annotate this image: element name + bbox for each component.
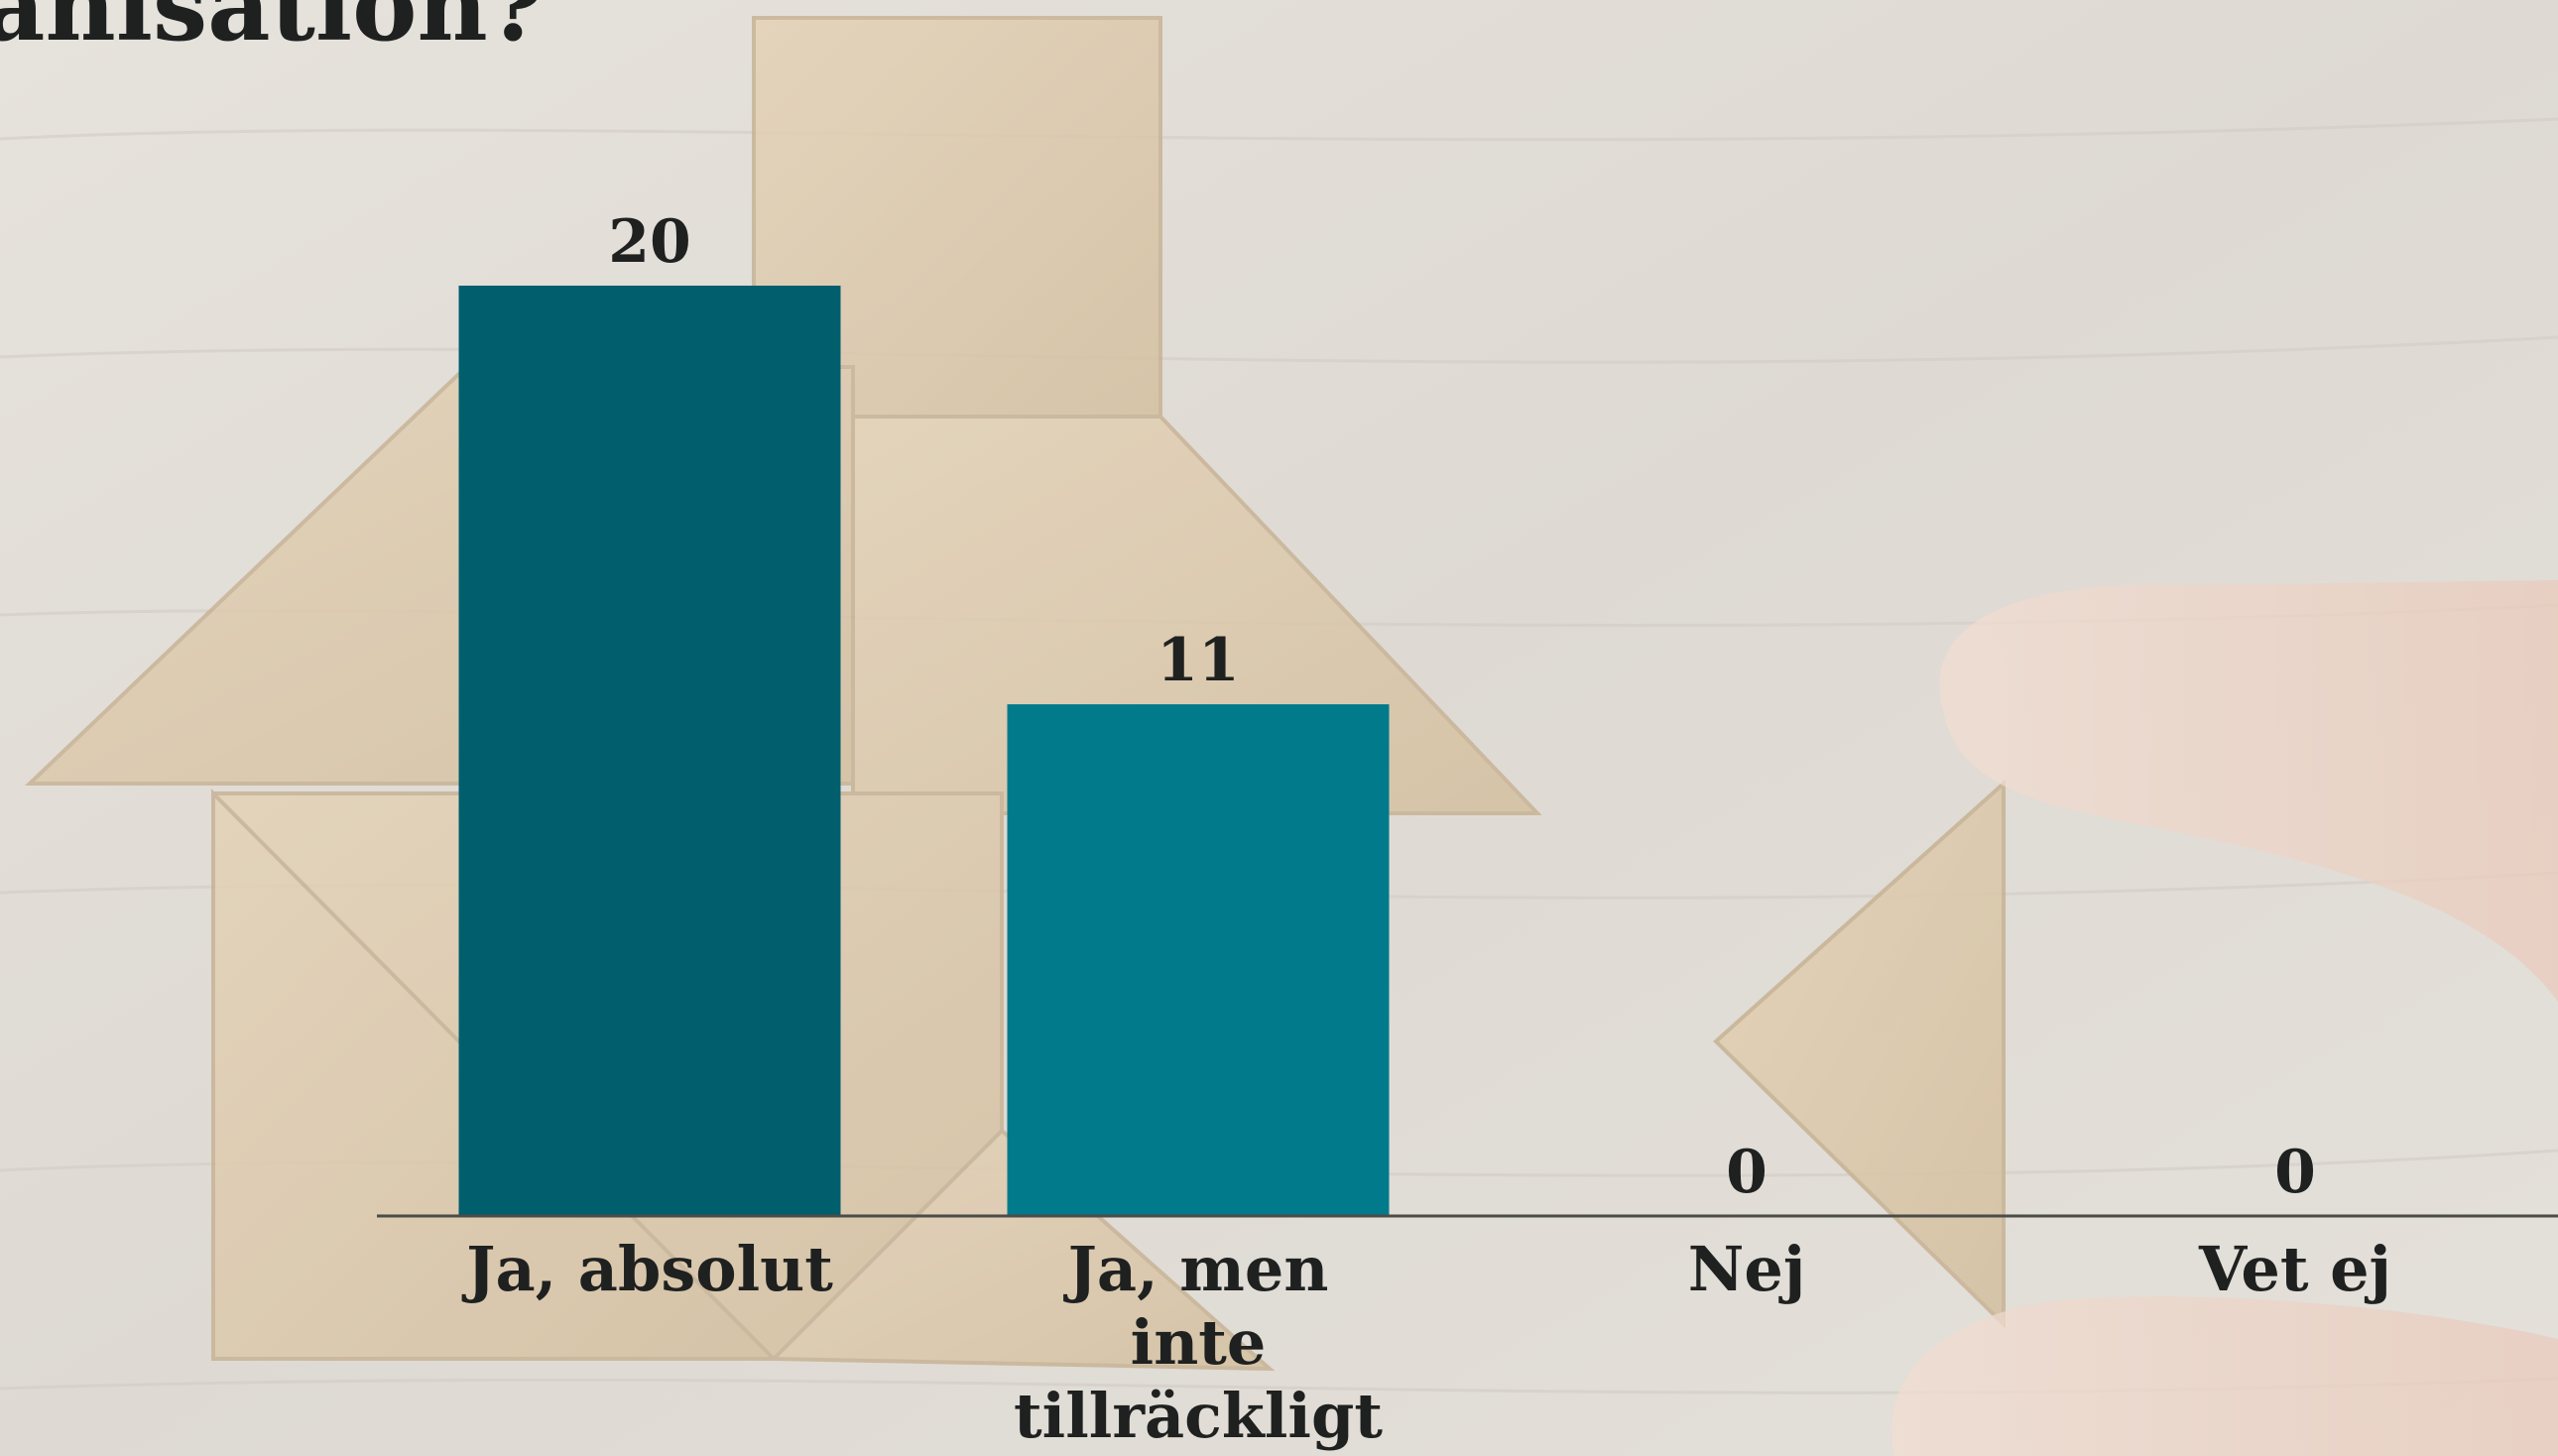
bar-2 bbox=[1007, 704, 1390, 1216]
category-label-3: Nej bbox=[1688, 1233, 1806, 1305]
data-labels: 20 11 0 0 bbox=[608, 207, 2316, 1207]
data-label-3: 0 bbox=[1726, 1138, 1767, 1207]
bar-chart: 20 11 0 0 Ja, absolut Ja, men inte tillräcklig… bbox=[377, 207, 2558, 1452]
bar-1 bbox=[458, 286, 841, 1216]
bar-series bbox=[458, 286, 1390, 1216]
slide-title: anisation? bbox=[0, 0, 545, 63]
category-labels: Ja, absolut Ja, men inte tillräckligt Nej Vet… bbox=[461, 1233, 2391, 1452]
category-label-2: Ja, men inte tillräckligt bbox=[1014, 1233, 1383, 1452]
data-label-2: 11 bbox=[1157, 626, 1240, 695]
tangram-piece bbox=[1713, 779, 2006, 1329]
category-label-1: Ja, absolut bbox=[461, 1233, 833, 1305]
category-label-4: Vet ej bbox=[2198, 1233, 2391, 1305]
data-label-4: 0 bbox=[2274, 1138, 2316, 1207]
data-label-1: 20 bbox=[608, 207, 691, 277]
hand-fingers bbox=[1890, 580, 2558, 1456]
